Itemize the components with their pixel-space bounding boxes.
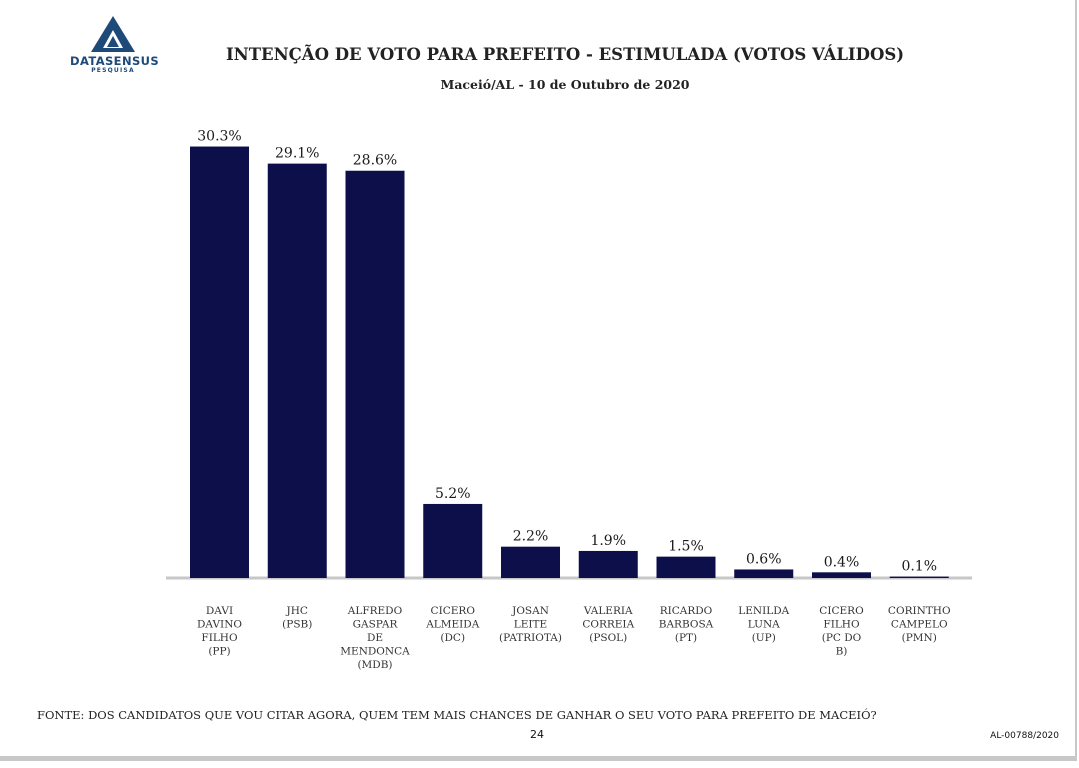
bar-value-label-5: 1.9% <box>590 533 626 549</box>
bar-value-label-3: 5.2% <box>435 486 471 502</box>
category-label-5: VALERIA CORREIA (PSOL) <box>582 605 634 644</box>
logo-mountain-icon <box>91 16 135 52</box>
category-label-2: ALFREDO GASPAR DE MENDONCA (MDB) <box>340 605 410 671</box>
bar-7 <box>734 569 794 578</box>
page-number: 24 <box>530 728 544 741</box>
bar-value-label-4: 2.2% <box>513 529 549 545</box>
bar-value-label-2: 28.6% <box>353 153 397 169</box>
logo-subtitle: PESQUISA <box>91 67 135 74</box>
category-label-8: CICERO FILHO (PC DO B) <box>819 605 864 658</box>
bar-3 <box>423 503 483 578</box>
bar-value-label-7: 0.6% <box>746 551 782 567</box>
bar-6 <box>656 556 716 578</box>
bar-5 <box>578 550 638 578</box>
bar-value-label-1: 29.1% <box>275 146 319 162</box>
datasensus-logo: DATASENSUS PESQUISA <box>70 14 160 76</box>
category-label-4: JOSAN LEITE (PATRIOTA) <box>499 605 562 644</box>
logo-name: DATASENSUS <box>70 54 160 68</box>
bar-8 <box>812 572 871 578</box>
bar-0 <box>190 146 249 578</box>
source-note: FONTE: DOS CANDIDATOS QUE VOU CITAR AGOR… <box>37 708 877 722</box>
chart-subtitle: Maceió/AL - 10 de Outubro de 2020 <box>440 77 690 92</box>
bar-2 <box>345 170 405 578</box>
category-label-1: JHC (PSB) <box>282 605 312 631</box>
category-label-6: RICARDO BARBOSA (PT) <box>659 605 714 644</box>
bar-value-label-0: 30.3% <box>197 129 241 145</box>
bar-chart: 30.3% DAVI DAVINO FILHO (PP) 29.1% JHC (PSB) 28.… <box>166 129 972 671</box>
chart-title: INTENÇÃO DE VOTO PARA PREFEITO - ESTIMUL… <box>225 45 905 64</box>
category-label-7: LENILDA LUNA (UP) <box>738 605 789 644</box>
bar-4 <box>501 546 560 578</box>
bar-value-label-9: 0.1% <box>901 559 937 575</box>
bar-value-label-8: 0.4% <box>824 554 860 570</box>
bar-1 <box>267 163 327 578</box>
category-label-3: CICERO ALMEIDA (DC) <box>425 605 480 644</box>
category-label-9: CORINTHO CAMPELO (PMN) <box>888 605 951 644</box>
document-code: AL-00788/2020 <box>990 731 1059 741</box>
bar-value-label-6: 1.5% <box>668 539 704 555</box>
category-label-0: DAVI DAVINO FILHO (PP) <box>197 605 242 658</box>
bar-9 <box>889 576 949 578</box>
